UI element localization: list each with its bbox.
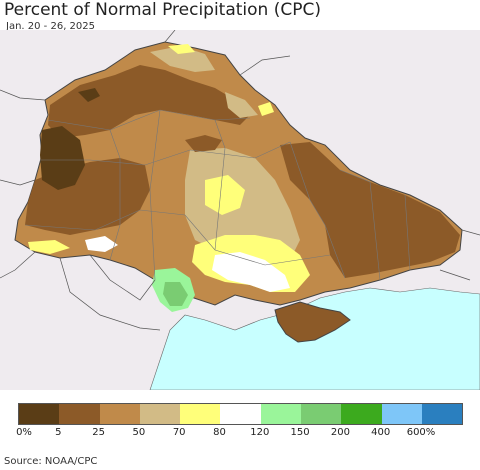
legend-tick-label: 150 — [290, 427, 310, 438]
legend-tick-label: 200 — [330, 427, 350, 438]
legend-tick-label: 50 — [132, 427, 146, 438]
source-credit: Source: NOAA/CPC — [4, 456, 98, 467]
legend-colorbar — [18, 403, 464, 425]
legend-tick-label: 80 — [213, 427, 226, 438]
yellow-zone-west — [28, 240, 70, 254]
legend-swatch — [139, 404, 181, 424]
crimea-region — [274, 301, 351, 343]
normal-zone-south — [212, 252, 290, 292]
dry-zone-north — [48, 65, 250, 138]
normal-zone-west — [85, 236, 118, 252]
legend-tick-label: 400 — [371, 427, 391, 438]
legend-swatch — [19, 404, 60, 424]
legend-swatch — [421, 404, 463, 424]
legend-swatch — [180, 404, 221, 424]
dry-zone-east — [280, 142, 460, 278]
legend-swatch — [220, 404, 261, 424]
legend-swatch — [99, 404, 140, 424]
oblast-boundaries — [24, 109, 411, 281]
legend-tick-label: 120 — [250, 427, 270, 438]
yellow-zone-ne — [258, 102, 274, 116]
date-range: Jan. 20 - 26, 2025 — [6, 21, 95, 32]
country-borders — [0, 30, 480, 331]
legend-swatch — [381, 404, 422, 424]
wet-zone-inner — [163, 282, 188, 306]
dark-patch-north — [78, 88, 100, 102]
tan-zone-north — [150, 46, 215, 72]
brown-patch-center — [185, 135, 222, 152]
yellow-zone-center — [205, 175, 245, 215]
legend-tick-label: 5 — [55, 427, 62, 438]
legend-swatch — [260, 404, 302, 424]
tan-zone-northeast — [225, 92, 258, 118]
legend-swatch — [59, 404, 100, 424]
legend-tick-labels: 0% 5 25 50 70 80 120 150 200 400 600% — [0, 427, 480, 443]
legend-swatch — [341, 404, 382, 424]
yellow-zone-north — [168, 44, 195, 54]
map-title: Percent of Normal Precipitation (CPC) — [4, 0, 321, 20]
precipitation-map — [0, 30, 480, 390]
driest-zone — [40, 126, 85, 190]
legend-swatch — [301, 404, 342, 424]
tan-zone-center — [185, 148, 300, 265]
legend-tick-label: 25 — [92, 427, 105, 438]
legend-tick-label: 0% — [16, 427, 32, 438]
legend-tick-label: 600% — [406, 427, 436, 438]
legend-tick-label: 70 — [172, 427, 186, 438]
